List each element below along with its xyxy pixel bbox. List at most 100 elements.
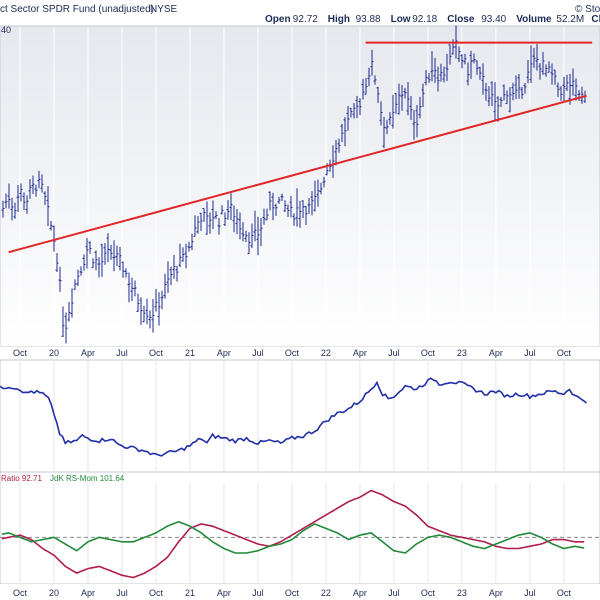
price-bar [160,290,164,310]
x-axis-band [0,347,600,359]
price-bar [427,72,431,83]
price-bar [22,192,26,211]
price-bar [139,297,143,325]
price-bar [202,207,206,222]
x-tick-label: Apr [81,588,95,598]
price-bar [379,101,383,126]
legend-mom: JdK RS-Mom 101.64 [50,474,125,483]
price-bar [175,266,179,282]
rs-ratio-line [1,489,585,579]
price-bar [262,208,266,225]
price-gridlines [19,27,565,346]
price-bar [502,84,506,101]
price-bar [265,208,269,221]
price-bar [124,268,128,278]
price-bar [385,119,389,135]
price-bar [403,87,407,99]
price-bar [34,184,38,197]
price-bar [268,191,272,211]
ohlc-stats: Open 92.72 High 93.88 Low 92.18 Close 93.40 Volu… [265,14,600,25]
price-bar [367,67,371,87]
rising-trendline [8,94,587,254]
price-bar [574,78,578,101]
price-bar [448,44,452,65]
price-bar [370,49,374,76]
price-bar [151,298,155,333]
price-bar [241,222,245,242]
price-bar [334,139,338,166]
x-tick-label: Jul [388,348,400,358]
price-bar [79,266,83,276]
price-bar [577,90,581,101]
price-bar [61,306,65,337]
stat-label: High [328,14,350,25]
price-bar [142,305,146,323]
x-tick-label: Oct [13,588,28,598]
price-bar [322,176,326,188]
price-bar [391,94,395,129]
price-bar [217,218,221,235]
price-bar [520,86,524,99]
price-bar [178,243,182,268]
price-bar [115,245,119,266]
price-bar [544,64,548,77]
x-tick-label: Oct [13,348,28,358]
price-bar [355,95,359,119]
price-bar [532,47,536,68]
price-bar [430,51,434,82]
price-bar [76,269,80,287]
price-bar [481,63,485,95]
x-tick-label: Jul [388,588,400,598]
price-bar [1,200,5,218]
price-bar [409,95,413,121]
price-bar [580,86,584,104]
price-bar [472,53,476,64]
price-bar [316,179,320,207]
x-tick-label: Oct [149,588,164,598]
price-bar [511,82,515,101]
chart-title: ct Sector SPDR Fund (unadjusted) [0,4,154,15]
price-bar [415,105,419,138]
price-bar [406,82,410,116]
price-bar [457,46,461,62]
price-bar [43,191,47,205]
x-tick-label: Apr [217,588,231,598]
price-bar [37,170,41,189]
price-bar [64,312,68,344]
price-bar [505,90,509,105]
price-bar [499,96,503,107]
price-bar [133,280,137,297]
price-bar [223,212,227,227]
price-bar [343,117,347,147]
price-bar [376,86,380,103]
price-bar [484,82,488,101]
price-bar [169,266,173,286]
price-bar [106,233,110,263]
price-bar [67,302,71,322]
price-bar [127,272,131,303]
price-bar [418,96,422,119]
price-bar [400,85,404,111]
price-bar [571,68,575,96]
price-bar [247,232,251,255]
price-bar [55,253,59,272]
price-bar [94,250,98,271]
price-bar [292,213,296,226]
x-tick-label: 21 [185,348,195,358]
price-bar [205,201,209,235]
price-bar [277,196,281,204]
price-bar [199,212,203,231]
x-tick-label: Apr [489,588,503,598]
price-bar [487,86,491,107]
price-bar [280,193,284,201]
x-tick-label: Apr [353,348,367,358]
rs-momentum-line [1,520,585,554]
price-bar [82,254,86,271]
price-bar [70,288,74,318]
price-bar [478,66,482,80]
price-bar [289,195,293,218]
price-bar [196,216,200,234]
x-tick-label: 23 [457,348,467,358]
price-bar [490,81,494,107]
